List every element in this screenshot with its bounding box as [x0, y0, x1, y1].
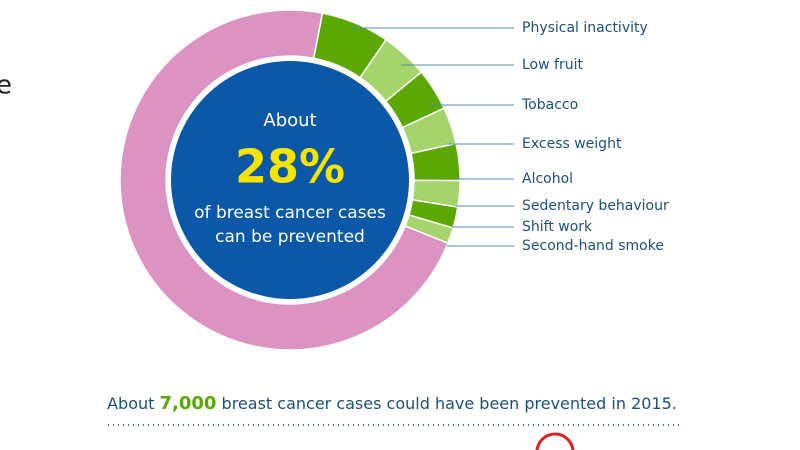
legend-label: Alcohol [522, 171, 573, 187]
center-line1: of breast cancer cases [194, 203, 386, 223]
center-top: About [263, 110, 316, 131]
legend-label: Shift work [522, 219, 593, 235]
footer: About 7,000 breast cancer cases could ha… [107, 393, 677, 414]
legend-label: Low fruit [522, 57, 583, 73]
legend-label: Tobacco [521, 97, 578, 113]
legend-label: Physical inactivity [522, 20, 648, 36]
footer-before: About [107, 394, 154, 413]
legend-label: Second-hand smoke [522, 238, 664, 254]
center-line2: can be prevented [215, 227, 365, 247]
legend-label: Sedentary behaviour [522, 198, 669, 214]
center-value: 28% [235, 140, 345, 194]
cut-off-text: e [0, 71, 12, 101]
legend-label: Excess weight [522, 136, 622, 152]
footer-highlight: 7,000 [160, 393, 217, 414]
footer-after: breast cancer cases could have been prev… [222, 394, 677, 413]
icon-partial [535, 432, 575, 450]
center-circle [171, 61, 409, 299]
segment [119, 9, 449, 351]
